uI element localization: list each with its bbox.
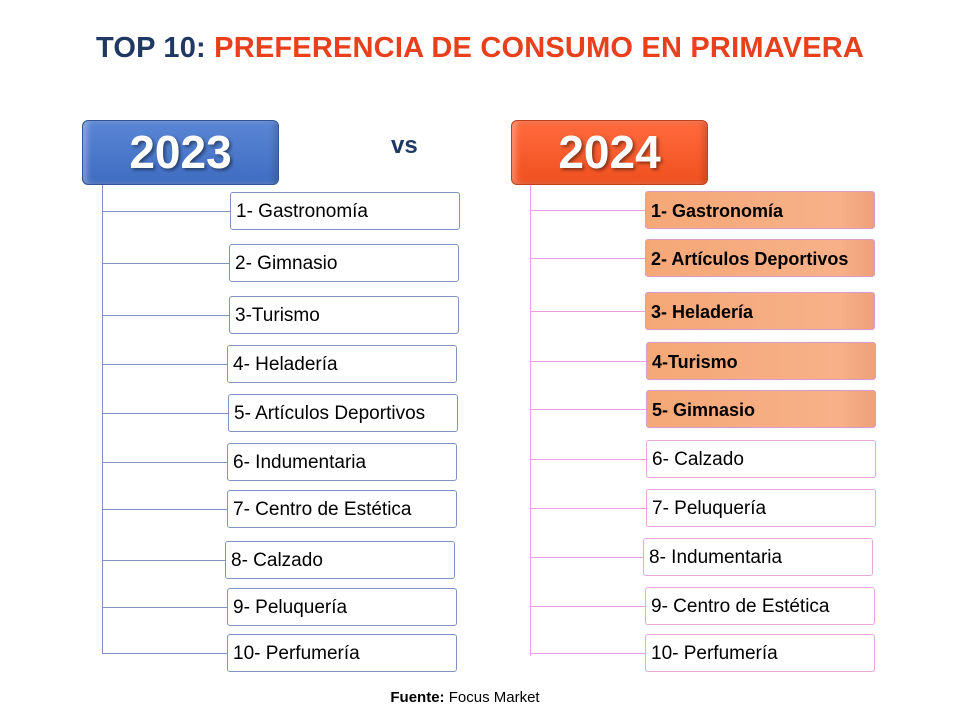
left-rank-item: 10- Perfumería [227,634,457,672]
left-rank-item: 1- Gastronomía [230,192,460,230]
right-rank-item: 3- Heladería [645,292,875,330]
left-connector-branch [102,263,229,264]
title-prefix: TOP 10: [95,32,206,64]
right-rank-item: 9- Centro de Estética [645,587,875,625]
left-connector-branch [102,607,227,608]
year-2023-header: 2023 [82,120,279,185]
left-rank-item: 6- Indumentaria [227,443,457,481]
right-rank-item: 6- Calzado [646,440,876,478]
year-2024-header: 2024 [511,120,708,185]
source-label: Fuente: [390,689,445,706]
right-connector-branch [530,508,646,509]
right-connector-branch [530,409,646,410]
right-connector-trunk [530,185,531,656]
left-rank-item: 7- Centro de Estética [227,490,457,528]
right-rank-item: 8- Indumentaria [643,538,873,576]
left-rank-item: 8- Calzado [225,541,455,579]
left-connector-branch [102,211,230,212]
left-connector-branch [102,315,229,316]
left-rank-item: 3-Turismo [229,296,459,334]
right-rank-item: 7- Peluquería [646,489,876,527]
left-rank-item: 4- Heladería [227,345,457,383]
left-rank-item: 5- Artículos Deportivos [228,394,458,432]
right-rank-item: 5- Gimnasio [646,390,876,428]
right-rank-item: 4-Turismo [646,342,876,380]
right-connector-branch [530,210,645,211]
left-connector-branch [102,413,228,414]
left-connector-branch [102,509,227,510]
left-connector-branch [102,653,227,654]
right-connector-branch [530,606,645,607]
right-connector-branch [530,653,645,654]
left-connector-trunk [102,185,103,654]
title-main: PREFERENCIA DE CONSUMO EN PRIMAVERA [214,32,865,64]
source-note: Fuente: Focus Market [0,689,930,706]
source-value: Focus Market [448,689,540,706]
left-connector-branch [102,560,225,561]
right-connector-branch [530,258,645,259]
left-rank-item: 2- Gimnasio [229,244,459,282]
right-connector-branch [530,557,643,558]
vs-label: vs [391,132,418,159]
left-connector-branch [102,462,227,463]
left-connector-branch [102,364,227,365]
right-connector-branch [530,459,646,460]
right-connector-branch [530,361,646,362]
right-rank-item: 1- Gastronomía [645,191,875,229]
slide-title: TOP 10: PREFERENCIA DE CONSUMO EN PRIMAV… [0,32,960,65]
right-connector-branch [530,311,645,312]
left-rank-item: 9- Peluquería [227,588,457,626]
right-rank-item: 2- Artículos Deportivos [645,239,875,277]
right-rank-item: 10- Perfumería [645,634,875,672]
